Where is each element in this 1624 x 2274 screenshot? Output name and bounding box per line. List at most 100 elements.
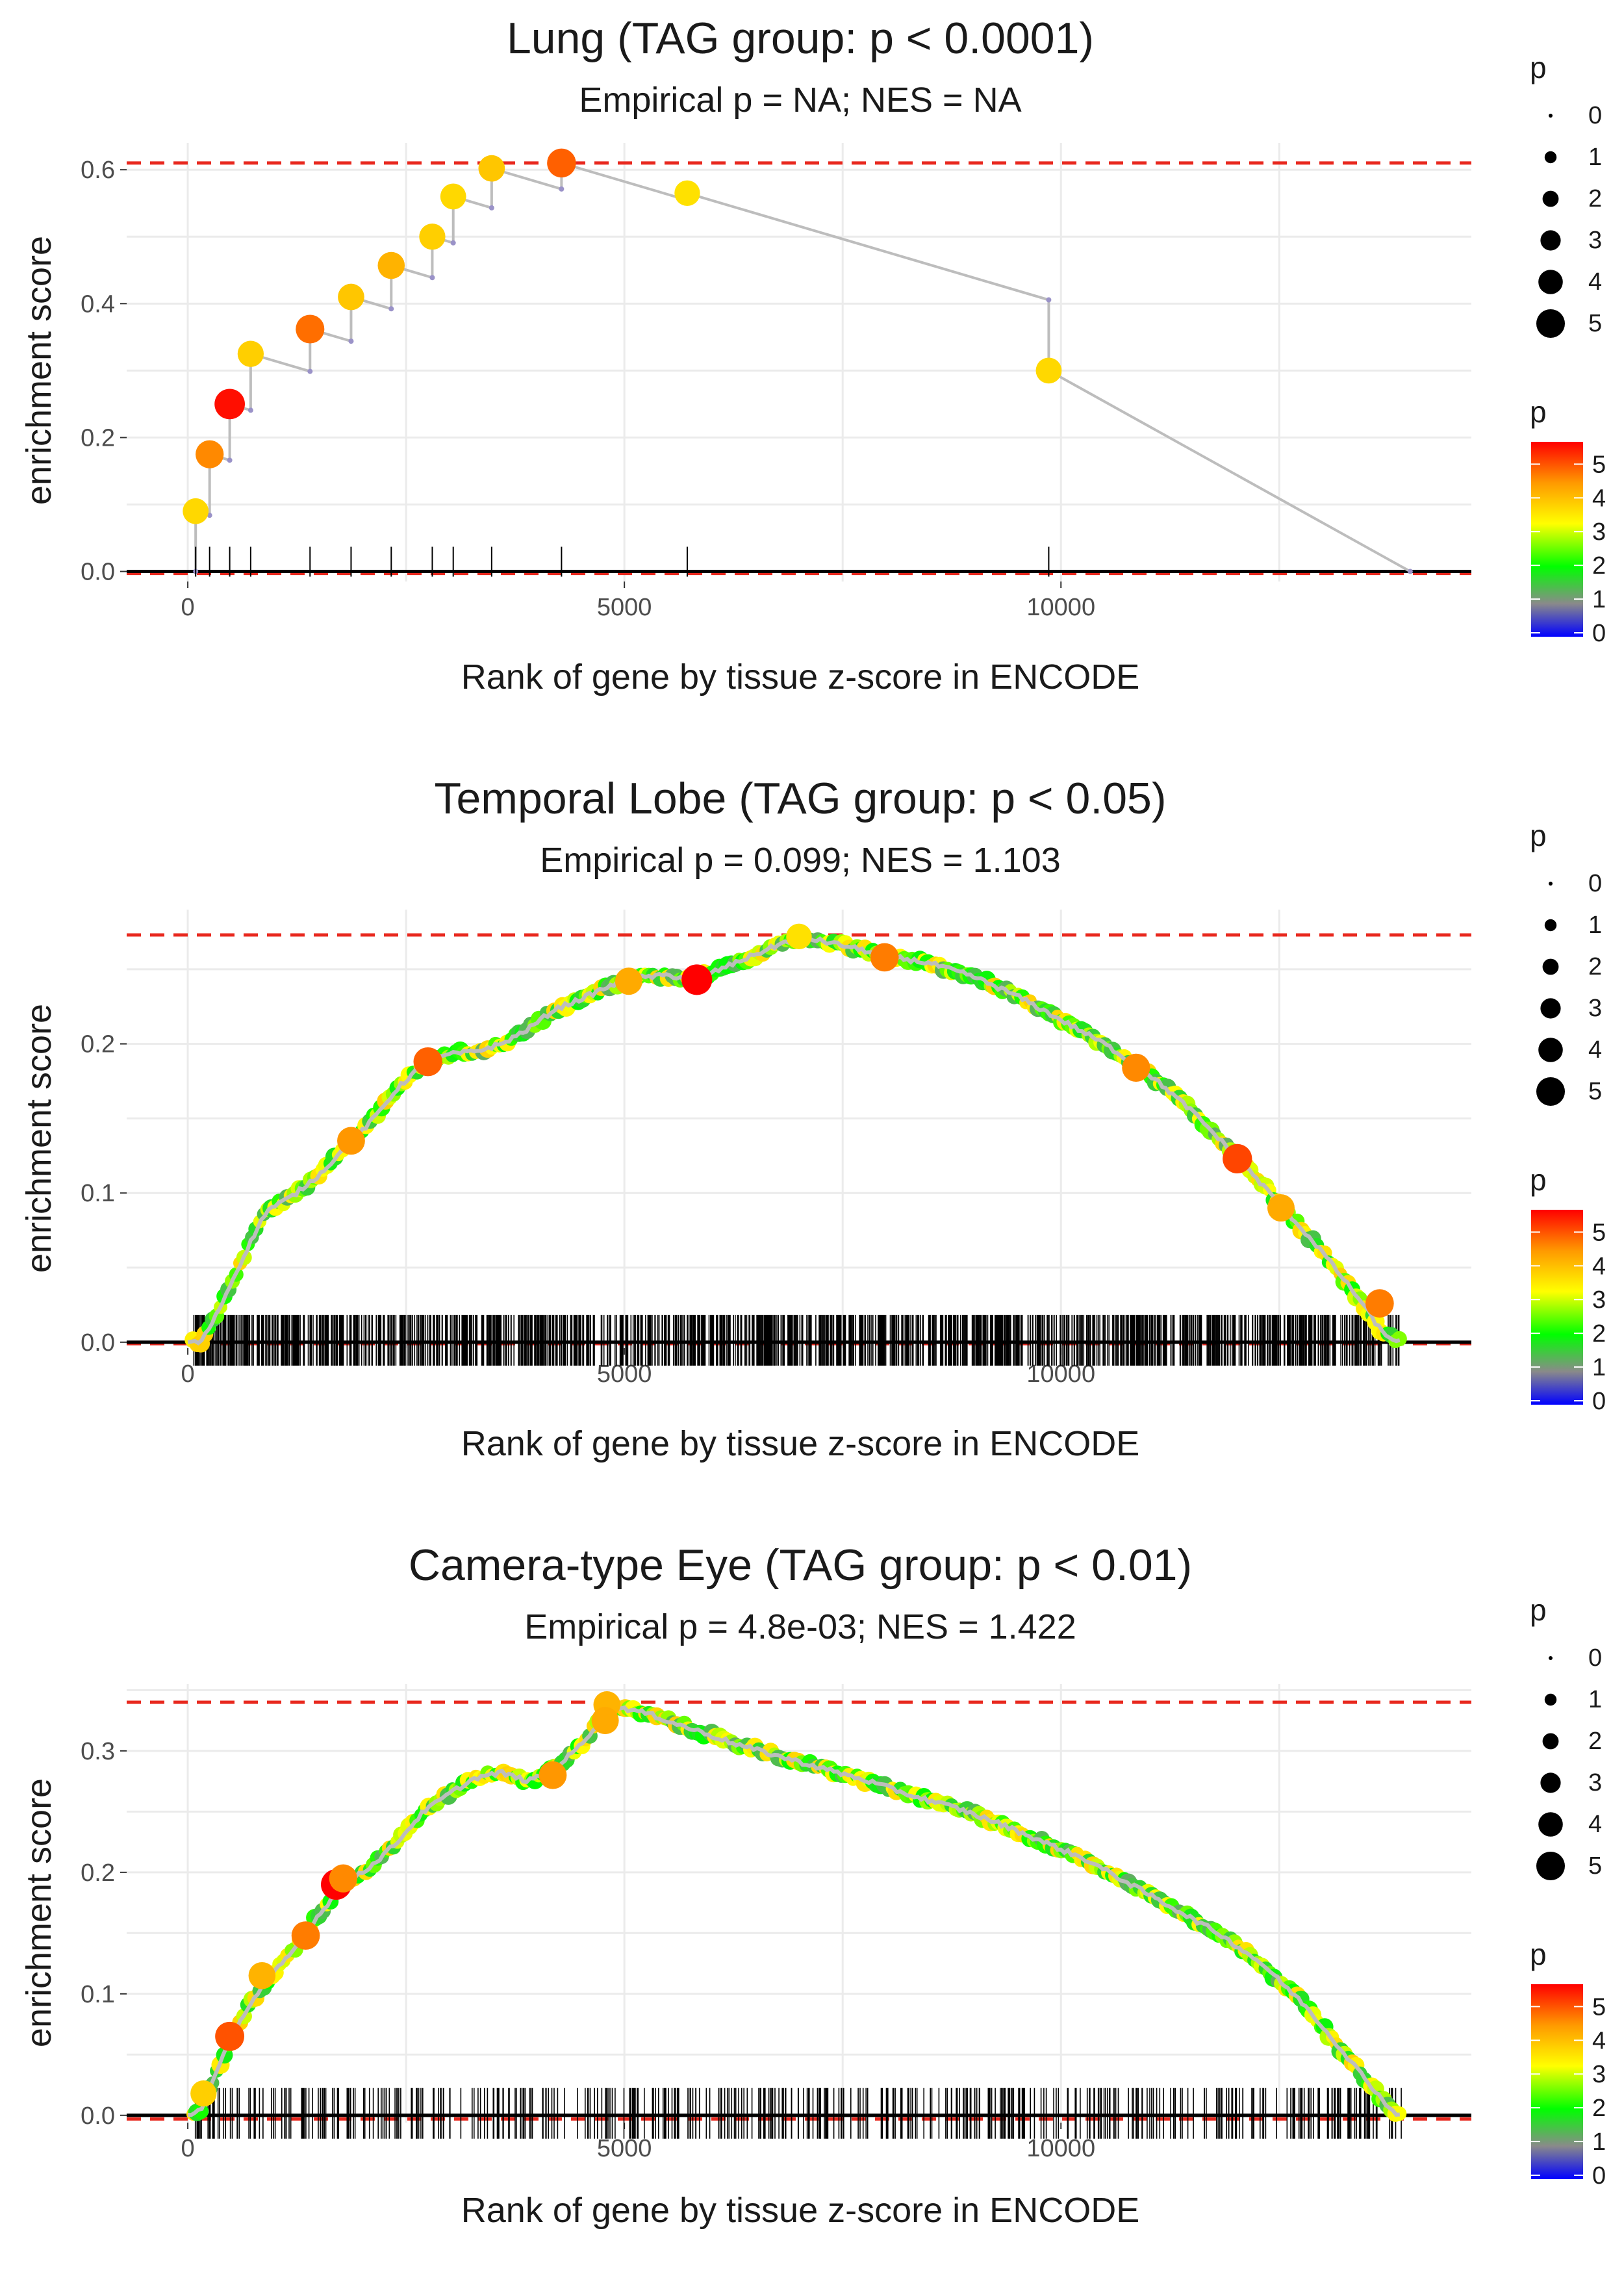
hit-point [674,180,700,206]
size-legend-key [1542,1733,1559,1750]
valley-point [307,368,313,374]
size-legend-label: 0 [1588,102,1602,129]
valley-point [1407,568,1413,574]
rug-ticks [194,2088,1402,2139]
valley-point [559,186,565,192]
size-legend-title: p [1530,1593,1547,1627]
y-tick-label: 0.2 [81,424,115,452]
x-tick-label: 0 [181,594,195,621]
y-axis-label: enrichment score [19,1004,58,1273]
gene-rug [193,1314,1400,1366]
enrichment-curve [187,1702,1401,2117]
size-legend-key [1544,151,1557,164]
hit-point [338,283,364,311]
colorbar-label: 0 [1592,1388,1606,1415]
size-legend-title: p [1530,819,1547,852]
y-tick-label: 0.0 [81,559,115,586]
size-legend-label: 5 [1588,1852,1602,1880]
colorbar-label: 4 [1592,1253,1606,1280]
hit-point [870,943,899,972]
colorbar-label: 5 [1592,451,1606,478]
size-legend-label: 1 [1588,144,1602,171]
hit-point [413,1047,442,1077]
size-legend-title: p [1530,51,1547,84]
colorbar-label: 1 [1592,2128,1606,2156]
size-legend-label: 2 [1588,185,1602,212]
hit-point [237,340,264,367]
hit-point [215,2021,245,2051]
colorbar [1531,1210,1583,1405]
hit-point [183,498,209,524]
colorbar-label: 0 [1592,2162,1606,2190]
size-legend-key [1536,1077,1565,1106]
hit-point [615,967,642,995]
size-legend-label: 5 [1588,1078,1602,1105]
size-legend-label: 3 [1588,227,1602,254]
valley-point [388,306,394,312]
colorbar-label: 5 [1592,1219,1606,1246]
hit-point [196,440,224,468]
y-axis-label: enrichment score [19,1778,58,2047]
colorbar-label: 4 [1592,485,1606,512]
colorbar-label: 2 [1592,1320,1606,1348]
valley-point [207,513,212,518]
hit-point [337,1127,365,1155]
enrichment-curve [194,161,1411,573]
colorbar-label: 3 [1592,2061,1606,2088]
plot-area-lung: 0.0 0.2 0.4 0.6 0 5000 10000 [81,143,1471,621]
hit-point [681,964,713,995]
size-legend-key [1542,190,1559,207]
chart-title: Lung (TAG group: p < 0.0001) [507,14,1094,63]
legend-temporal-lobe: p 0 1 2 3 4 5 p 0 1 2 3 4 5 [1530,819,1606,1415]
hit-point [214,389,245,420]
hit-point [190,2080,217,2107]
size-legend-label: 1 [1588,1686,1602,1713]
size-legend-label: 3 [1588,995,1602,1022]
size-legend-label: 2 [1588,1728,1602,1755]
colorbar-label: 3 [1592,1286,1606,1314]
size-legend-label: 2 [1588,953,1602,980]
colorbar-label: 2 [1592,2095,1606,2122]
colorbar-label: 4 [1592,2027,1606,2054]
legend-camera-type-eye: p 0 1 2 3 4 5 p 0 1 2 3 4 5 [1530,1593,1606,2190]
hit-point [591,1707,619,1735]
hit-point [329,1864,357,1893]
hit-point [1365,1289,1394,1318]
colorbar-label: 2 [1592,552,1606,580]
valley-point [488,205,494,211]
hit-point [377,251,405,279]
size-legend-label: 4 [1588,1811,1602,1838]
x-tick-label: 10000 [1026,594,1095,621]
y-tick-label: 0.0 [81,2102,115,2130]
y-tick-label: 0.4 [81,290,115,318]
y-tick-label: 0.6 [81,157,115,184]
y-tick-label: 0.2 [81,1859,115,1887]
hit-point [478,155,505,182]
colorbar-label: 1 [1592,1354,1606,1381]
hit-point [1267,1194,1295,1222]
hit-point [539,1761,567,1789]
hit-point [786,923,812,949]
hit-point [296,314,325,344]
size-legend-key [1536,1852,1565,1880]
panel-temporal-lobe: Temporal Lobe (TAG group: p < 0.05) Empi… [19,774,1606,1463]
colorbar-label: 1 [1592,586,1606,613]
x-axis-label: Rank of gene by tissue z-score in ENCODE [461,2191,1139,2230]
hit-point [1223,1143,1252,1174]
enrichment-curve [187,932,1401,1346]
color-legend-title: p [1530,1937,1547,1971]
colorbar [1531,442,1583,637]
y-tick-label: 0.1 [81,1981,115,2008]
x-axis-label: Rank of gene by tissue z-score in ENCODE [461,1424,1139,1463]
y-tick-label: 0.2 [81,1031,115,1058]
hit-point [1035,357,1062,384]
size-legend-label: 5 [1588,310,1602,337]
size-legend-label: 1 [1588,912,1602,939]
panel-camera-type-eye: Camera-type Eye (TAG group: p < 0.01) Em… [19,1540,1606,2230]
size-legend-key [1540,1772,1561,1793]
x-tick-label: 0 [181,1361,195,1388]
gene-rug [194,2088,1402,2139]
panel-lung: Lung (TAG group: p < 0.0001) Empirical p… [19,14,1606,696]
legend-lung: p 0 1 2 3 4 5 p 0 1 2 3 4 5 [1530,51,1606,647]
